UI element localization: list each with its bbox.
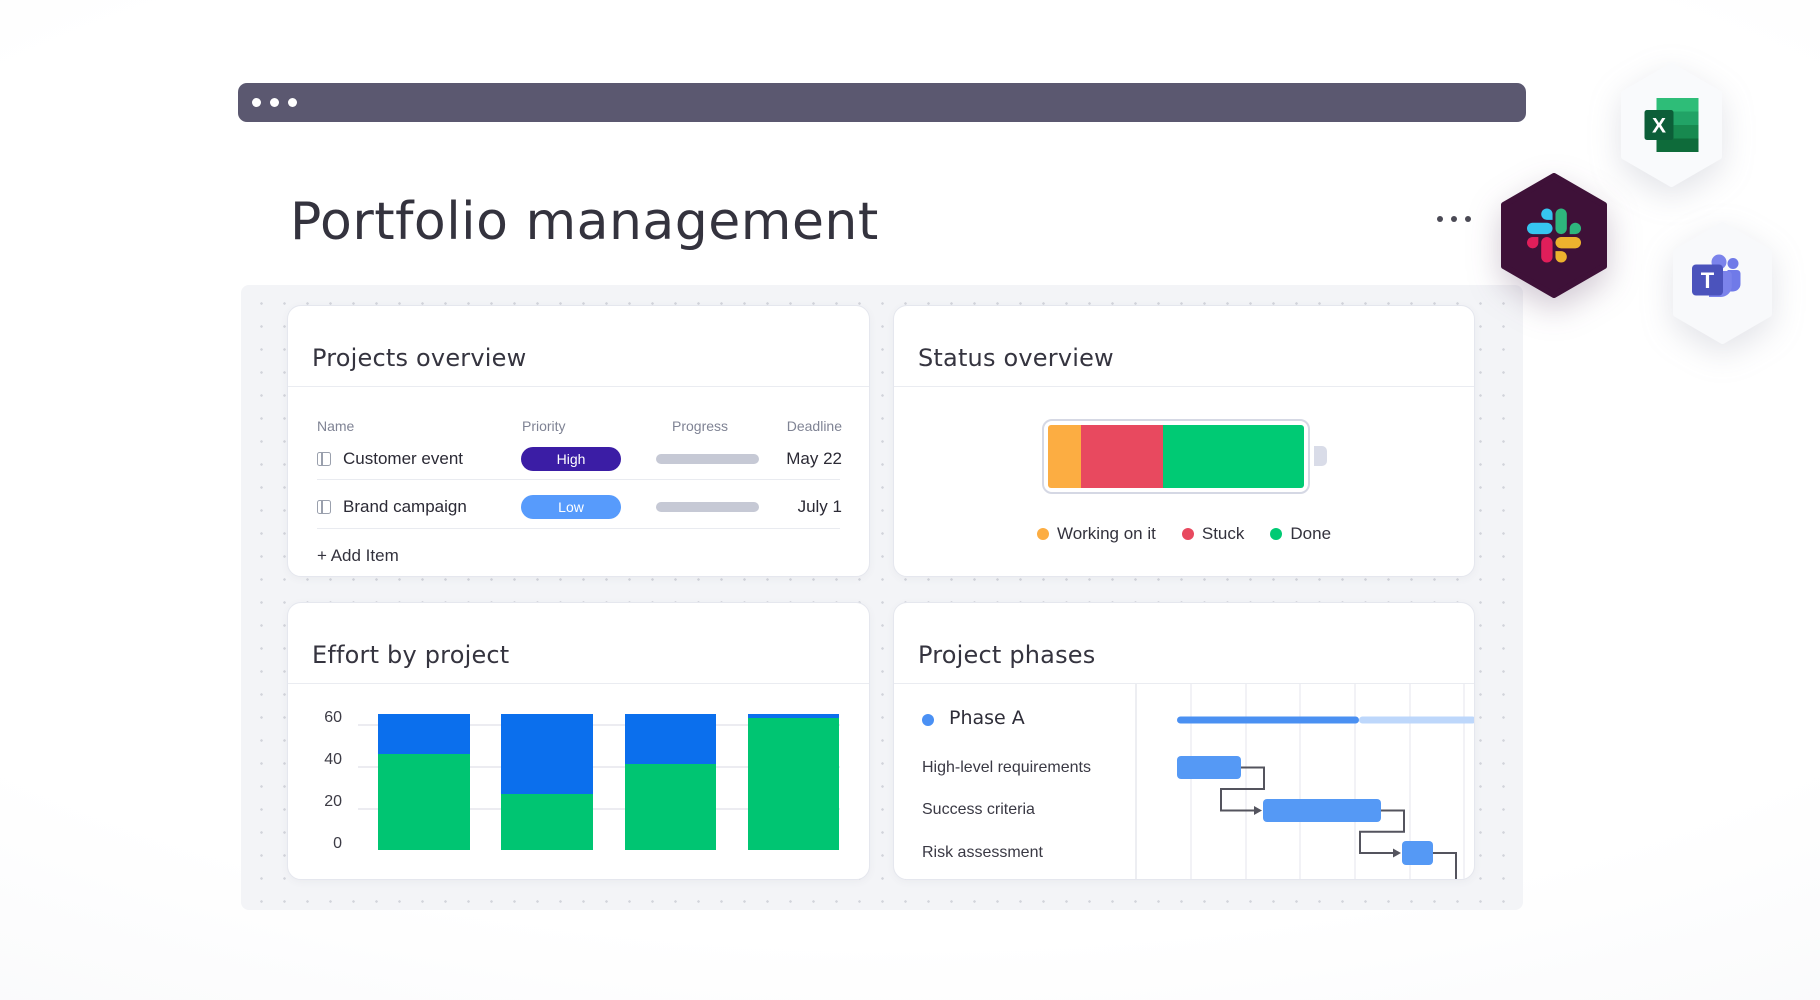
column-header-progress: Progress	[672, 418, 729, 434]
window-dot-icon[interactable]	[252, 98, 261, 107]
card-title: Effort by project	[312, 641, 510, 669]
battery-chart	[1042, 419, 1310, 494]
gantt-connector	[1433, 852, 1457, 879]
bar-segment-done-effort	[624, 764, 717, 850]
gridline	[358, 724, 840, 726]
gantt-bar	[1402, 841, 1433, 865]
card-project-phases: Project phases Phase A High-level requir…	[893, 602, 1475, 880]
phase-timeline-remaining	[1359, 716, 1474, 724]
stacked-bar-chart	[378, 714, 840, 850]
slack-icon[interactable]	[1498, 173, 1610, 298]
y-tick-label: 40	[324, 751, 342, 769]
card-effort-by-project: Effort by project 0 20 40 60	[287, 602, 870, 880]
bar-segment-done-effort	[501, 793, 593, 850]
bar-segment-remaining-effort	[747, 714, 840, 719]
legend-item: Working on it	[1036, 524, 1156, 544]
bar-segment-done-effort	[747, 718, 840, 850]
chart-legend: Working on it Stuck Done	[894, 524, 1474, 544]
legend-item: Done	[1270, 524, 1331, 544]
window-controls[interactable]	[252, 98, 297, 107]
column-header-name: Name	[317, 418, 355, 434]
card-projects-overview: Projects overview Name Priority Progress…	[287, 305, 870, 577]
gantt-connector	[1220, 766, 1265, 812]
stacked-bar	[624, 714, 717, 850]
card-status-overview: Status overview Working on it Stuck Done	[893, 305, 1475, 577]
legend-label: Working on it	[1056, 524, 1156, 543]
gridline	[358, 766, 840, 768]
gantt-connector	[1359, 809, 1405, 854]
progress-bar	[656, 454, 759, 464]
ellipsis-icon	[1465, 216, 1471, 222]
item-name[interactable]: Customer event	[343, 449, 463, 468]
phase-timeline-done	[1177, 716, 1359, 724]
bar-segment-remaining-effort	[501, 714, 593, 794]
legend-label: Done	[1290, 524, 1332, 543]
gantt-chart	[1135, 684, 1474, 879]
progress-bar	[656, 502, 759, 512]
phase-group-label[interactable]: Phase A	[949, 707, 1025, 729]
bar-segment-done-effort	[378, 753, 470, 850]
window-dot-icon[interactable]	[270, 98, 279, 107]
gantt-arrow-icon	[1393, 848, 1401, 858]
gridline	[358, 808, 840, 810]
divider	[317, 528, 840, 529]
ellipsis-icon	[1451, 216, 1457, 222]
ellipsis-icon	[1437, 216, 1443, 222]
legend-dot-done	[1270, 528, 1283, 540]
excel-icon[interactable]: X	[1618, 63, 1725, 187]
divider	[288, 683, 869, 684]
gantt-task-label: Success criteria	[922, 801, 1035, 818]
column-header-deadline: Deadline	[786, 418, 842, 434]
gantt-arrow-icon	[1254, 806, 1262, 815]
battery-segment-stuck	[1081, 425, 1164, 488]
table-row[interactable]: Customer event High May 22	[288, 447, 869, 471]
y-tick-label: 20	[324, 793, 342, 811]
stacked-bar	[747, 714, 840, 850]
gantt-task-label: Risk assessment	[922, 844, 1043, 861]
table-row[interactable]: Brand campaign Low July 1	[288, 495, 869, 519]
gantt-bar	[1263, 799, 1381, 822]
teams-icon[interactable]: T	[1670, 222, 1775, 344]
legend-dot-stuck	[1181, 528, 1194, 540]
card-title: Projects overview	[312, 344, 527, 372]
deadline-value: May 22	[786, 449, 842, 468]
divider	[317, 479, 840, 480]
gantt-bar	[1177, 756, 1241, 779]
y-tick-label: 60	[324, 709, 342, 727]
gantt-task-label: High-level requirements	[922, 759, 1091, 776]
bar-segment-remaining-effort	[378, 714, 470, 754]
divider	[894, 683, 1474, 684]
battery-segment-done	[1163, 425, 1304, 488]
legend-label: Stuck	[1201, 524, 1245, 543]
browser-titlebar	[238, 83, 1526, 122]
svg-text:T: T	[1701, 268, 1715, 293]
item-board-icon[interactable]	[317, 452, 331, 466]
card-title: Project phases	[918, 641, 1096, 669]
dashboard-panel: Projects overview Name Priority Progress…	[241, 285, 1523, 910]
more-menu-button[interactable]	[1431, 210, 1477, 228]
column-header-priority: Priority	[522, 418, 566, 434]
stacked-bar	[378, 714, 470, 850]
phase-dot-icon	[922, 714, 934, 726]
svg-text:X: X	[1652, 115, 1666, 138]
legend-item: Stuck	[1181, 524, 1245, 544]
battery-segment-working-on-it	[1048, 425, 1082, 488]
item-name[interactable]: Brand campaign	[343, 497, 467, 516]
window-dot-icon[interactable]	[288, 98, 297, 107]
battery-cap	[1314, 446, 1327, 466]
priority-badge[interactable]: Low	[521, 495, 621, 519]
bar-segment-remaining-effort	[624, 714, 717, 765]
deadline-value: July 1	[797, 497, 842, 516]
page-title: Portfolio management	[290, 192, 879, 252]
priority-badge[interactable]: High	[521, 447, 621, 471]
stacked-bar	[501, 714, 593, 850]
legend-dot-working	[1036, 528, 1049, 540]
y-tick-label: 0	[333, 835, 342, 852]
divider	[894, 386, 1474, 387]
item-board-icon[interactable]	[317, 500, 331, 514]
card-title: Status overview	[918, 344, 1114, 372]
divider	[288, 386, 869, 387]
add-item-button[interactable]: + Add Item	[317, 546, 399, 565]
